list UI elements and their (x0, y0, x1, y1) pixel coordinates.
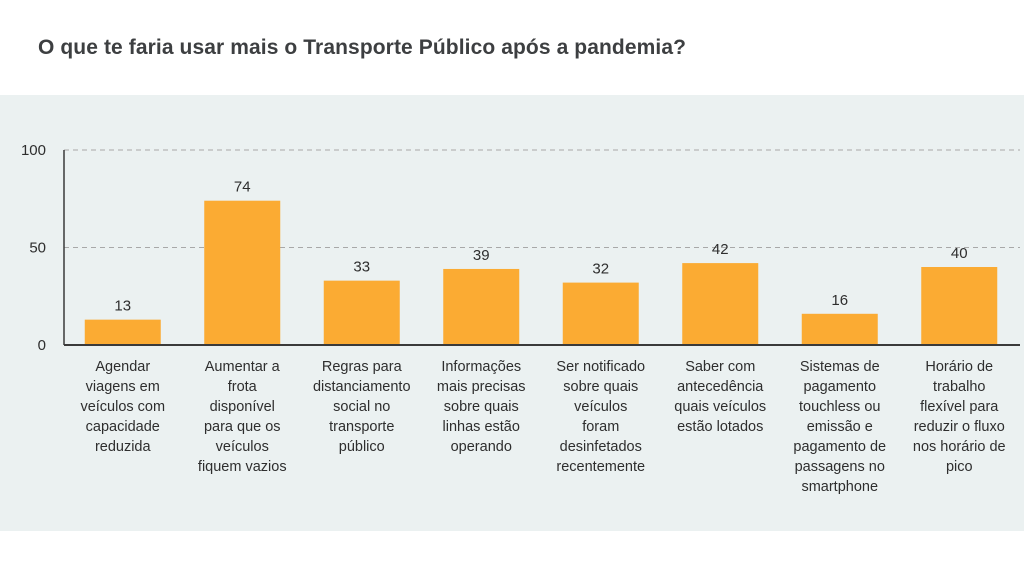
bar-chart: 0 50 100 13 74 33 39 32 42 16 40 (21, 142, 1020, 354)
chart-panel: 0 50 100 13 74 33 39 32 42 16 40 Agendar viagens em… (0, 95, 1024, 531)
y-tick-label: 50 (29, 240, 46, 257)
bar (323, 280, 400, 345)
x-tick-label-line: trabalho (933, 379, 986, 395)
x-tick-label-line: disponível (209, 399, 275, 415)
bar (801, 313, 878, 345)
x-tick-label-line: reduzir o fluxo (913, 419, 1005, 435)
data-label: 42 (712, 241, 729, 258)
bar (921, 267, 998, 345)
data-label: 13 (114, 298, 131, 315)
x-tick-label-line: transporte (329, 419, 395, 435)
bar (682, 263, 759, 345)
x-tick-label-line: Ser notificado (556, 359, 646, 375)
x-tick-label-line: foram (582, 419, 620, 435)
x-tick-label-line: linhas estão (442, 419, 520, 435)
x-tick-label-line: flexível para (920, 399, 999, 415)
data-label: 33 (353, 259, 370, 276)
x-tick-label-line: pagamento de (793, 439, 887, 455)
x-tick-label-line: Informações (441, 359, 522, 375)
data-label: 74 (234, 179, 251, 196)
bar (562, 282, 639, 345)
bar (204, 200, 281, 345)
x-tick-label-line: sobre quais (563, 379, 639, 395)
x-tick-label-line: Regras para (321, 359, 402, 375)
x-tick-label-line: social no (333, 399, 391, 415)
x-tick-label-line: pagamento (803, 379, 877, 395)
x-tick-label-line: smartphone (801, 479, 879, 495)
y-tick-label: 0 (38, 337, 46, 354)
x-tick-label-line: Aumentar a (204, 359, 280, 375)
x-tick-label-line: estão lotados (677, 419, 764, 435)
x-tick-label-line: fiquem vazios (197, 459, 287, 475)
x-tick-label-line: mais precisas (436, 379, 526, 395)
x-tick-label: Horário de trabalho flexível para reduzir o… (899, 357, 1019, 477)
x-tick-label-line: sobre quais (443, 399, 519, 415)
x-tick-label-line: Agendar (95, 359, 151, 375)
x-tick-label-line: touchless ou (799, 399, 881, 415)
x-tick-label-line: público (338, 439, 385, 455)
x-tick-label-line: Horário de (925, 359, 994, 375)
x-tick-label-line: veículos com (80, 399, 166, 415)
y-tick-label: 100 (21, 142, 46, 159)
x-tick-label: Agendar viagens em veículos com capacidade r… (63, 357, 183, 457)
bar (443, 268, 520, 345)
x-tick-label-line: antecedência (677, 379, 764, 395)
x-tick-label-line: reduzida (94, 439, 151, 455)
x-tick-label: Informações mais precisas sobre quais linha… (421, 357, 541, 457)
x-tick-label-line: Sistemas de (799, 359, 880, 375)
x-tick-label-line: pico (945, 459, 973, 475)
x-tick-label-line: capacidade (85, 419, 160, 435)
x-tick-label-line: veículos (215, 439, 269, 455)
x-tick-label: Regras para distanciamento social no transp… (302, 357, 422, 457)
data-label: 40 (951, 245, 968, 262)
x-tick-label-line: desinfetados (559, 439, 642, 455)
bar (84, 319, 161, 345)
data-label: 39 (473, 247, 490, 264)
data-label: 32 (592, 261, 609, 278)
x-tick-label: Saber com antecedência quais veículos estão… (660, 357, 780, 437)
x-tick-label: Aumentar a frota disponível para que os veíc… (182, 357, 302, 477)
x-tick-label-line: viagens em (85, 379, 160, 395)
data-label: 16 (831, 292, 848, 309)
x-tick-label-line: recentemente (556, 459, 646, 475)
x-tick-label-line: para que os (203, 419, 281, 435)
x-tick-label-line: emissão e (806, 419, 873, 435)
x-tick-label-line: operando (450, 439, 512, 455)
chart-title: O que te faria usar mais o Transporte Pú… (38, 36, 687, 59)
x-tick-label-line: nos horário de (912, 439, 1006, 455)
x-tick-label-line: distanciamento (312, 379, 411, 395)
x-tick-label-line: veículos (574, 399, 628, 415)
x-tick-label-line: Saber com (685, 359, 756, 375)
x-tick-label: Ser notificado sobre quais veículos foram de… (541, 357, 661, 477)
x-tick-label-line: quais veículos (674, 399, 767, 415)
x-tick-label: Sistemas de pagamento touchless ou emissão … (780, 357, 900, 497)
x-tick-label-line: frota (227, 379, 257, 395)
x-tick-label-line: passagens no (794, 459, 885, 475)
